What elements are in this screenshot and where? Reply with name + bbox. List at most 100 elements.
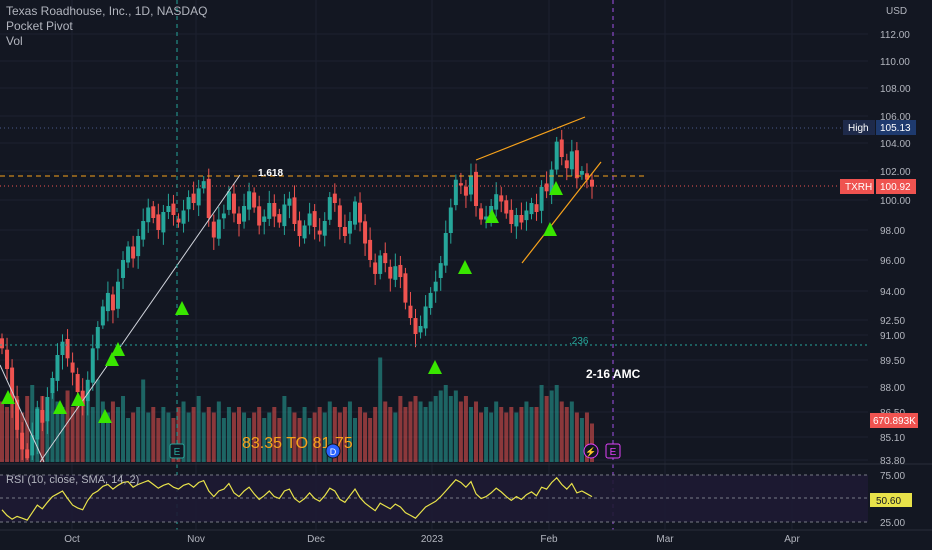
candle-body <box>121 260 126 278</box>
trend-line-2[interactable] <box>0 364 45 463</box>
volume-bar <box>126 418 131 462</box>
candle-body <box>403 273 408 303</box>
drawings: 1.618 .236 2-16 AMC 83.35 TO 81.75 <box>0 0 868 530</box>
candle-body <box>242 206 247 222</box>
dividend-icon[interactable] <box>325 443 341 459</box>
volume-bar <box>388 407 393 462</box>
ticker-badge-bg <box>840 179 874 194</box>
candle-body <box>529 203 534 215</box>
volume-bar <box>403 407 408 462</box>
candle-body <box>166 206 171 212</box>
candle-body <box>100 306 105 326</box>
volume-bar <box>433 396 438 462</box>
volume-bar <box>418 401 423 462</box>
candle-body <box>292 197 297 224</box>
candle-body <box>201 181 206 189</box>
volume-bar <box>514 412 519 462</box>
volume-bar <box>287 407 292 462</box>
candle-body <box>191 193 196 203</box>
volume-bar <box>201 412 206 462</box>
volume-bar <box>363 412 368 462</box>
high-badge-bg <box>876 120 916 135</box>
wedge-upper-line[interactable] <box>475 116 586 161</box>
volume-bar <box>428 401 433 462</box>
volume-bar <box>564 407 569 462</box>
time-tick-label: Nov <box>187 534 205 545</box>
candle-body <box>75 374 80 392</box>
pocket-pivot-arrow <box>1 390 15 404</box>
high-badge-label-bg <box>843 120 875 135</box>
volume-bar <box>554 385 559 462</box>
trend-line-1[interactable] <box>39 174 241 463</box>
price-tick-label: 88.00 <box>880 383 905 394</box>
volume-bar <box>191 407 196 462</box>
volume-bar <box>121 396 126 462</box>
volume-bar <box>504 412 509 462</box>
candle-body <box>126 246 131 263</box>
volume-bar <box>100 401 105 462</box>
volume-bars <box>0 357 594 462</box>
upcoming-earnings-icon[interactable] <box>605 443 621 459</box>
earnings-label: 2-16 AMC <box>586 367 641 381</box>
price-tick-label: 83.80 <box>880 456 905 467</box>
volume-bar <box>368 418 373 462</box>
pocket-pivot-arrows <box>1 181 563 423</box>
wedge-lower-line[interactable] <box>521 161 602 264</box>
candle-body <box>307 213 312 226</box>
pocket-pivot-arrow <box>428 360 442 374</box>
volume-bar <box>342 407 347 462</box>
volume-bar <box>257 407 262 462</box>
volume-bar <box>393 412 398 462</box>
volume-bar <box>262 418 267 462</box>
rsi-pane[interactable]: RSI (10, close, SMA, 14, 2) <box>0 474 868 523</box>
pocket-pivot-arrow <box>543 222 557 236</box>
candle-body <box>312 211 317 227</box>
candle-body <box>186 197 191 210</box>
volume-bar <box>10 401 15 462</box>
candle-body <box>45 397 50 422</box>
volume-bar <box>211 412 216 462</box>
volume-bar <box>383 401 388 462</box>
volume-bar <box>95 379 100 462</box>
chart-legend[interactable]: Texas Roadhouse, Inc., 1D, NASDAQ Pocket… <box>6 4 207 49</box>
time-tick-label: Feb <box>540 534 558 545</box>
candle-body <box>393 266 398 280</box>
volume-label[interactable]: Vol <box>6 34 23 48</box>
indicator-label[interactable]: Pocket Pivot <box>6 19 73 33</box>
candle-body <box>302 225 307 239</box>
time-tick-label: Dec <box>307 534 325 545</box>
price-tick-label: 96.00 <box>880 256 905 267</box>
time-tick-label: 2023 <box>421 534 444 545</box>
candle-body <box>509 209 514 224</box>
volume-bar <box>136 407 141 462</box>
candle-body <box>358 202 363 223</box>
price-tick-label: 85.10 <box>880 433 905 444</box>
volume-bar <box>110 401 115 462</box>
earnings-icon[interactable] <box>169 443 185 459</box>
axis-ticks: 112.00 110.00 108.00 106.00 104.00 102.00 100.… <box>64 30 911 545</box>
volume-bar <box>327 401 332 462</box>
volume-bar <box>171 418 176 462</box>
candle-body <box>574 150 579 179</box>
candle-body <box>55 355 60 381</box>
price-tick-label: 108.00 <box>880 84 911 95</box>
time-tick-label: Apr <box>784 534 800 545</box>
volume-bar <box>237 407 242 462</box>
candle-body <box>161 212 166 233</box>
price-tick-label: 98.00 <box>880 226 905 237</box>
volume-bar <box>267 412 272 462</box>
volume-bar <box>317 407 322 462</box>
volume-bar <box>438 390 443 462</box>
symbol-title[interactable]: Texas Roadhouse, Inc., 1D, NASDAQ <box>6 4 208 18</box>
split-icon[interactable] <box>583 443 599 459</box>
pocket-pivot-arrow <box>98 409 112 423</box>
volume-bar <box>141 379 146 462</box>
pocket-pivot-arrow <box>71 392 85 406</box>
candle-body <box>463 186 468 196</box>
volume-badge-bg <box>870 413 918 428</box>
candle-body <box>277 214 282 223</box>
volume-bar <box>75 401 80 462</box>
